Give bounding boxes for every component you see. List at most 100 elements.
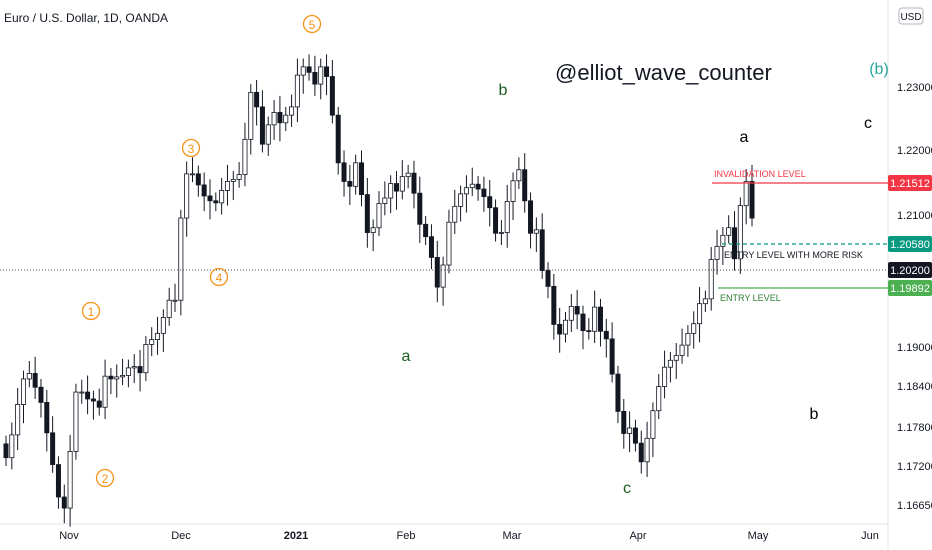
- current-price-tag: [888, 262, 932, 278]
- wave-a-label[interactable]: a: [402, 348, 411, 365]
- candle-body: [242, 138, 248, 175]
- candle-body: [597, 306, 603, 332]
- candle-body: [248, 91, 254, 140]
- candle-body: [277, 112, 283, 124]
- candle-body: [586, 330, 592, 333]
- candle-body: [370, 227, 376, 233]
- candle-body: [324, 66, 330, 77]
- wave-4-label[interactable]: 4: [209, 267, 229, 287]
- candle-body: [219, 190, 225, 204]
- candle-body: [213, 200, 219, 204]
- y-tick-label: 1.16650: [897, 500, 932, 512]
- candle-body: [737, 205, 743, 260]
- currency-button[interactable]: USD: [898, 7, 924, 25]
- candle-body: [195, 173, 201, 186]
- wave-b-label[interactable]: b: [499, 82, 508, 99]
- candle-body: [259, 106, 265, 145]
- candle-body: [662, 366, 668, 387]
- x-tick-label: 2021: [284, 530, 308, 542]
- wave-c-label[interactable]: c: [623, 480, 631, 497]
- candle-body: [137, 366, 143, 374]
- candle-body: [399, 176, 405, 192]
- candle-body: [102, 375, 108, 408]
- y-tick-label: 1.19000: [897, 342, 932, 354]
- candle-body: [656, 386, 662, 412]
- candle-body: [428, 236, 434, 258]
- candle-body: [114, 376, 120, 380]
- svg-text:4: 4: [216, 271, 223, 285]
- candle-body: [685, 332, 691, 346]
- candle-body: [691, 323, 697, 334]
- candle-body: [393, 183, 399, 192]
- wave-3-label[interactable]: 3: [181, 138, 201, 158]
- wave-1-label[interactable]: 1: [81, 301, 101, 321]
- candle-body: [551, 286, 557, 325]
- candle-body: [504, 201, 510, 233]
- wave-c-black-label[interactable]: c: [864, 115, 872, 132]
- x-tick-label: Mar: [503, 530, 522, 542]
- candlestick-series: [3, 54, 755, 527]
- candle-body: [79, 391, 85, 394]
- candle-body: [312, 71, 318, 85]
- candle-body: [510, 180, 516, 202]
- candle-body: [697, 303, 703, 325]
- candle-body: [568, 306, 574, 321]
- candle-body: [306, 66, 312, 73]
- entry-price-text: 1.19892: [890, 283, 930, 295]
- wave-5-label[interactable]: 5: [302, 14, 322, 34]
- candle-body: [446, 221, 452, 266]
- candle-body: [341, 162, 347, 182]
- candle-body: [592, 306, 598, 332]
- candle-body: [557, 323, 563, 335]
- y-tick-label: 1.21000: [897, 210, 932, 222]
- candle-body: [609, 338, 615, 375]
- candle-body: [96, 400, 102, 408]
- candle-body: [493, 207, 499, 234]
- candle-body: [318, 66, 324, 85]
- wave-a-black-label[interactable]: a: [740, 129, 749, 146]
- candle-body: [15, 404, 21, 436]
- candle-body: [498, 232, 504, 234]
- wave-b-paren-label[interactable]: (b): [869, 61, 889, 78]
- candle-body: [632, 427, 638, 444]
- candle-body: [67, 451, 73, 509]
- candle-body: [405, 172, 411, 178]
- entry-more-risk-price-text: 1.20580: [890, 239, 930, 251]
- svg-text:2: 2: [102, 472, 109, 486]
- candle-body: [143, 344, 149, 374]
- candle-body: [26, 373, 32, 380]
- wave-2-label[interactable]: 2: [95, 468, 115, 488]
- candle-body: [201, 184, 207, 197]
- svg-text:1: 1: [88, 305, 95, 319]
- candle-body: [178, 217, 184, 301]
- candle-body: [230, 178, 236, 182]
- candle-body: [434, 257, 440, 288]
- candle-body: [382, 197, 388, 204]
- candle-body: [108, 375, 114, 380]
- entry-more-risk-price-tag: [888, 236, 932, 252]
- candle-body: [580, 313, 586, 332]
- candle-body: [329, 76, 335, 116]
- candle-body: [621, 410, 627, 434]
- candle-body: [644, 437, 650, 463]
- candle-body: [638, 442, 644, 463]
- candle-body: [359, 162, 365, 195]
- wave-b-black-label[interactable]: b: [810, 406, 819, 423]
- candle-body: [708, 259, 714, 300]
- invalidation-price-text: 1.21512: [890, 178, 930, 190]
- candle-body: [271, 112, 277, 126]
- x-tick-label: Dec: [171, 530, 191, 542]
- candle-body: [20, 378, 26, 405]
- candle-body: [423, 223, 429, 238]
- x-axis: Nov Dec 2021 Feb Mar Apr May Jun: [59, 530, 879, 542]
- candle-body: [347, 181, 353, 187]
- candle-body: [667, 359, 673, 368]
- candle-body: [131, 366, 137, 369]
- x-tick-label: Apr: [629, 530, 646, 542]
- candle-body: [673, 355, 679, 361]
- y-tick-label: 1.17200: [897, 461, 932, 473]
- candle-body: [545, 270, 551, 287]
- x-tick-label: Feb: [397, 530, 416, 542]
- candle-body: [388, 183, 394, 199]
